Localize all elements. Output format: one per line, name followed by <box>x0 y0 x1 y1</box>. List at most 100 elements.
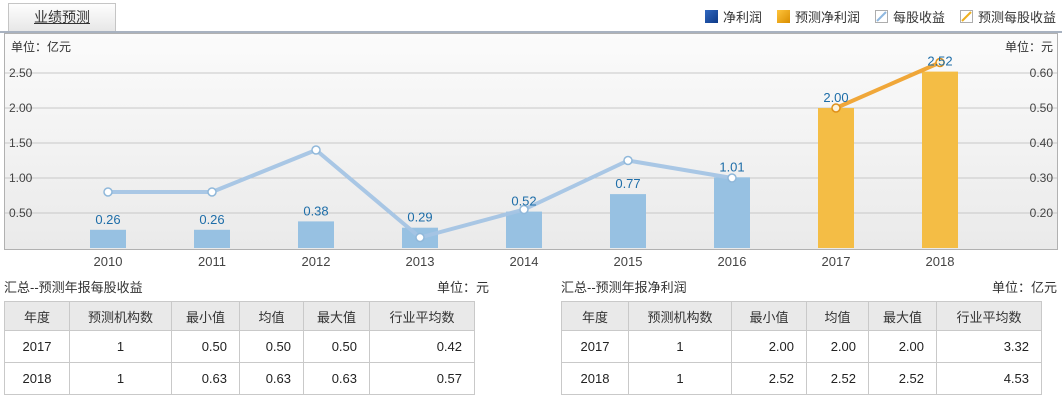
left-axis-tick-2.50: 2.50 <box>9 66 33 80</box>
table-cell: 0.42 <box>369 330 475 363</box>
table-cell: 0.50 <box>239 330 304 363</box>
year-label-2010: 2010 <box>94 254 123 269</box>
marker-eps-2016 <box>727 173 737 183</box>
chart-legend: 净利润 预测净利润 每股收益 预测每股收益 <box>704 7 1056 26</box>
tab-performance-forecast[interactable]: 业绩预测 <box>8 3 116 31</box>
legend-label: 每股收益 <box>892 10 945 25</box>
bar-label-2014: 0.52 <box>511 194 536 209</box>
table-cell: 1 <box>628 362 732 395</box>
bar-label-2011: 0.26 <box>199 212 224 227</box>
year-label-2017: 2017 <box>822 254 851 269</box>
table-row: 2018 1 0.63 0.63 0.63 0.57 <box>4 362 475 395</box>
bar-net-profit-2014 <box>506 211 542 248</box>
forecast-summary-tables: 汇总--预测年报每股收益 单位：元 年度 预测机构数 最小值 均值 最大值 行业平均数 2017… <box>0 276 1062 402</box>
table-row: 2017 1 0.50 0.50 0.50 0.42 <box>4 330 475 363</box>
summary-table-forecast-eps-summary: 年度 预测机构数 最小值 均值 最大值 行业平均数 2017 1 0.50 0.50 0.50 0.4… <box>4 301 475 395</box>
bar-label-2012: 0.38 <box>303 203 328 218</box>
table-cell: 2.00 <box>731 330 807 363</box>
marker-eps-2011 <box>207 187 217 197</box>
table-cell: 2018 <box>4 362 70 395</box>
bar-label-2017: 2.00 <box>823 90 848 105</box>
table-cell: 0.63 <box>303 362 370 395</box>
bar-label-2010: 0.26 <box>95 212 120 227</box>
table-cell: 3.32 <box>936 330 1042 363</box>
right-axis-unit-label: 单位：元 <box>1004 40 1053 54</box>
bar-label-2013: 0.29 <box>407 210 432 225</box>
column-header: 最小值 <box>171 301 240 331</box>
column-header: 预测机构数 <box>69 301 172 331</box>
table-cell: 1 <box>69 362 172 395</box>
column-header: 年度 <box>4 301 70 331</box>
left-axis-tick-2.00: 2.00 <box>9 101 33 115</box>
table-cell: 2018 <box>561 362 629 395</box>
table-cell: 0.57 <box>369 362 475 395</box>
bar-forecast-net-profit-2018 <box>922 71 958 248</box>
year-label-2016: 2016 <box>718 254 747 269</box>
legend-item-eps: 每股收益 <box>874 7 945 26</box>
right-axis-tick-0.50: 0.50 <box>1030 101 1054 115</box>
bar-net-profit-2012 <box>298 221 334 248</box>
forecast-eps-swatch-icon <box>959 10 973 23</box>
table-block-forecast-net-profit-summary: 汇总--预测年报净利润 单位：亿元年度 预测机构数 最小值 均值 最大值 行业平均数 2017… <box>561 276 1058 395</box>
legend-label: 预测每股收益 <box>977 10 1056 25</box>
right-axis-tick-0.30: 0.30 <box>1030 171 1054 185</box>
bar-net-profit-2010 <box>90 229 126 248</box>
table-row: 2017 1 2.00 2.00 2.00 3.32 <box>561 330 1042 363</box>
net-profit-swatch-icon <box>704 10 718 23</box>
marker-eps-2012 <box>311 145 321 155</box>
column-header: 年度 <box>561 301 629 331</box>
table-cell: 2.52 <box>731 362 807 395</box>
summary-table-forecast-net-profit-summary: 年度 预测机构数 最小值 均值 最大值 行业平均数 2017 1 2.00 2.00 2.00 3.3… <box>561 301 1042 395</box>
bar-net-profit-2011 <box>194 229 230 248</box>
marker-eps-2013 <box>415 232 425 243</box>
year-label-2015: 2015 <box>614 254 643 269</box>
table-cell: 0.50 <box>171 330 240 363</box>
widget-header: 业绩预测 净利润 预测净利润 每股收益 预测每股收益 <box>0 0 1062 33</box>
table-cell: 0.63 <box>239 362 304 395</box>
bar-net-profit-2016 <box>714 177 750 248</box>
left-axis-unit-label: 单位：亿元 <box>11 40 72 54</box>
table-caption-row: 汇总--预测年报每股收益 单位：元 <box>4 276 490 301</box>
eps-swatch-icon <box>874 10 888 23</box>
column-header: 最大值 <box>868 301 937 331</box>
table-unit-label: 单位：亿元 <box>991 280 1057 295</box>
bar-net-profit-2015 <box>610 194 646 248</box>
table-row: 2018 1 2.52 2.52 2.52 4.53 <box>561 362 1042 395</box>
column-header: 行业平均数 <box>936 301 1042 331</box>
left-axis-tick-0.50: 0.50 <box>9 206 33 220</box>
forecast-net-profit-swatch-icon <box>776 10 790 23</box>
table-unit-label: 单位：元 <box>436 280 489 295</box>
line-forecast-eps <box>834 60 942 110</box>
year-label-2012: 2012 <box>302 254 331 269</box>
legend-label: 净利润 <box>722 10 762 25</box>
legend-item-net-profit: 净利润 <box>704 7 762 26</box>
right-axis-tick-0.20: 0.20 <box>1030 206 1054 220</box>
table-caption-row: 汇总--预测年报净利润 单位：亿元 <box>561 276 1058 301</box>
forecast-chart: 单位：亿元 单位：元 0.26 0.26 0.38 0.29 0.52 0.77 1.01 2… <box>0 33 1062 275</box>
column-header: 行业平均数 <box>369 301 475 331</box>
bar-label-2016: 1.01 <box>719 159 744 174</box>
table-title: 汇总--预测年报净利润 <box>561 280 687 295</box>
marker-forecast-eps-2018 <box>935 57 945 68</box>
table-cell: 2017 <box>4 330 70 363</box>
table-cell: 1 <box>69 330 172 363</box>
year-label-2013: 2013 <box>406 254 435 269</box>
marker-eps-2014 <box>519 204 529 215</box>
bar-label-2015: 0.77 <box>615 176 640 191</box>
table-cell: 2.52 <box>868 362 937 395</box>
legend-item-forecast-net-profit: 预测净利润 <box>776 7 860 26</box>
table-header-row: 年度 预测机构数 最小值 均值 最大值 行业平均数 <box>561 301 1042 331</box>
left-axis-tick-1.00: 1.00 <box>9 171 33 185</box>
right-axis-tick-0.40: 0.40 <box>1030 136 1054 150</box>
year-label-2018: 2018 <box>926 254 955 269</box>
year-label-2014: 2014 <box>510 254 539 269</box>
table-cell: 1 <box>628 330 732 363</box>
table-cell: 4.53 <box>936 362 1042 395</box>
column-header: 最大值 <box>303 301 370 331</box>
column-header: 均值 <box>806 301 869 331</box>
table-cell: 2017 <box>561 330 629 363</box>
marker-forecast-eps-2017 <box>831 103 841 113</box>
table-title: 汇总--预测年报每股收益 <box>4 280 143 295</box>
bar-forecast-net-profit-2017 <box>818 108 854 248</box>
